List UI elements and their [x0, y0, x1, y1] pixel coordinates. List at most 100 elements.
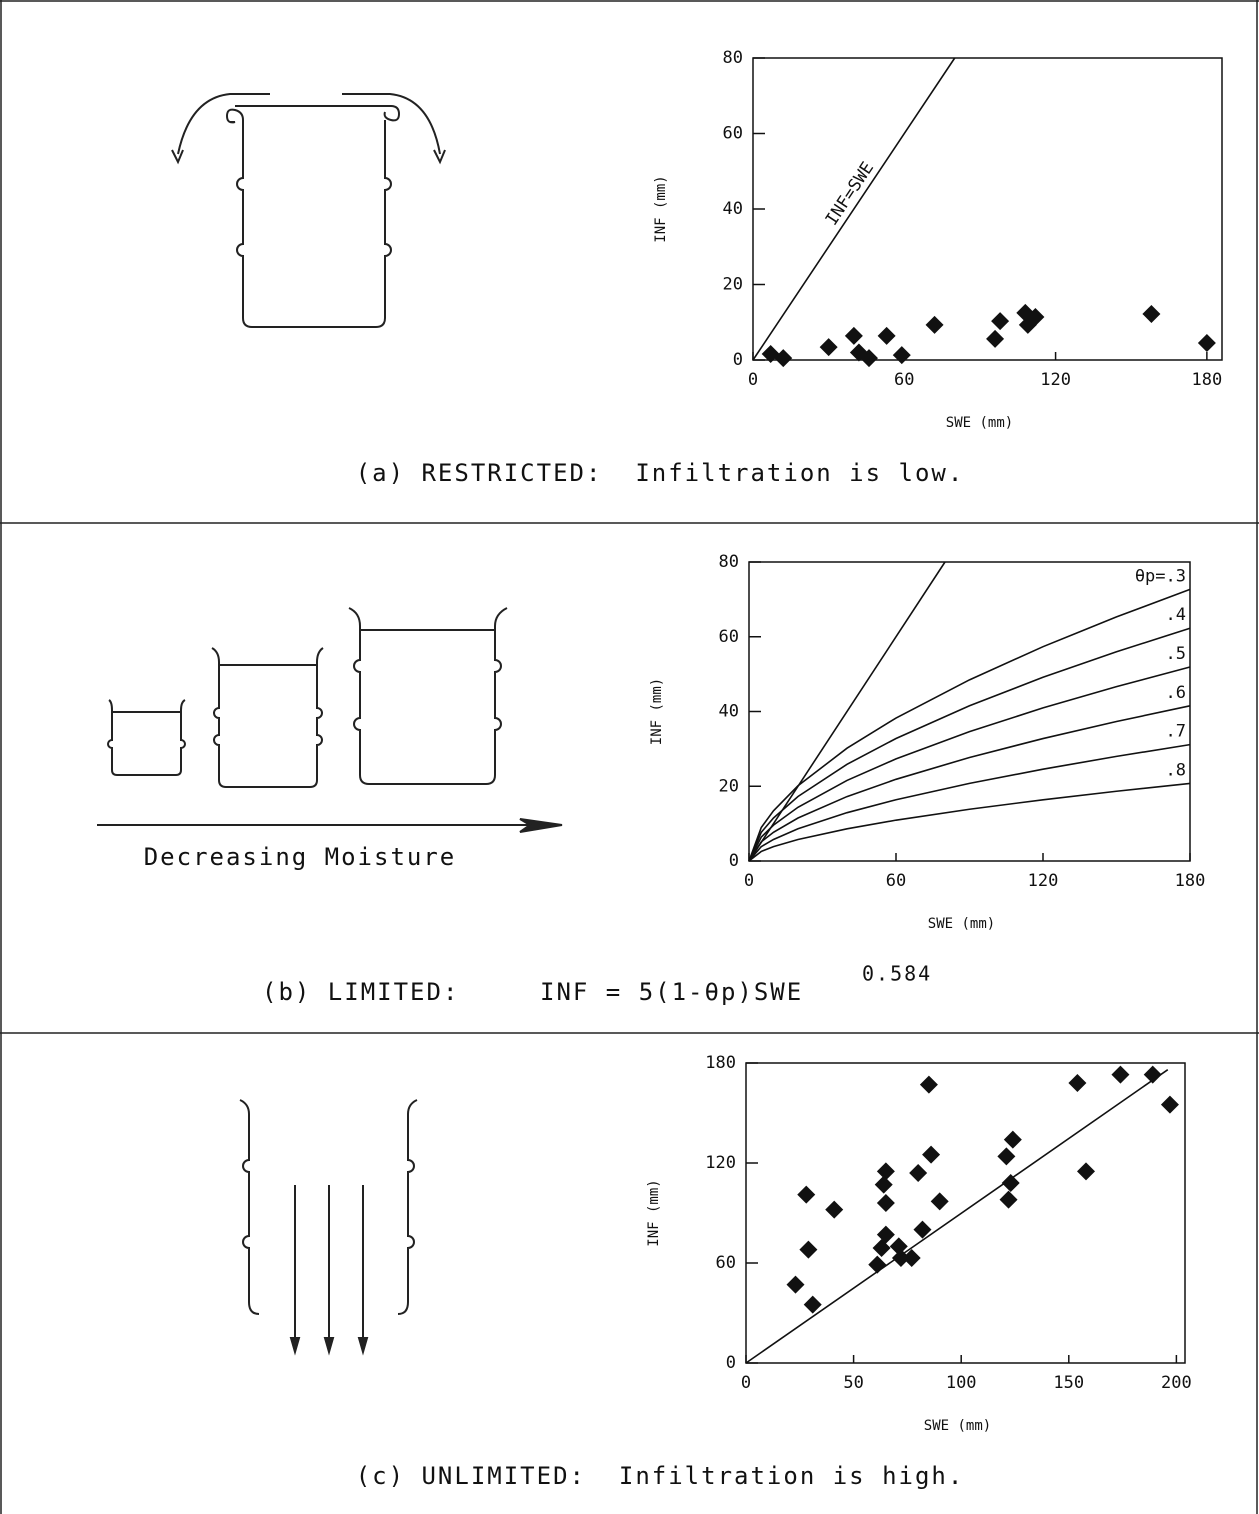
y-tick-label: 40: [723, 199, 743, 219]
y-tick-label: 180: [705, 1053, 736, 1073]
x-axis-label: SWE (mm): [924, 1418, 991, 1434]
line: [752, 57, 956, 361]
point: [892, 346, 911, 365]
line: [748, 666, 1191, 862]
x-tick-label: 150: [1053, 1373, 1084, 1393]
y-tick-label: 0: [726, 1353, 736, 1373]
diagram-label: Decreasing Moisture: [144, 843, 457, 871]
series-label: .4: [1166, 605, 1186, 625]
caption: (b) LIMITED:: [262, 978, 459, 1006]
series-label: .8: [1166, 760, 1186, 780]
y-tick-label: 80: [723, 48, 743, 68]
point: [797, 1185, 816, 1204]
point: [991, 312, 1010, 331]
point: [1160, 1095, 1179, 1114]
point: [1142, 304, 1161, 323]
point: [925, 315, 944, 334]
y-axis-label: INF (mm): [653, 175, 669, 242]
series-label: θp=.3: [1135, 566, 1186, 586]
y-tick-label: 0: [733, 350, 743, 370]
point: [799, 1240, 818, 1259]
x-tick-label: 200: [1161, 1373, 1192, 1393]
point: [876, 1225, 895, 1244]
point: [1143, 1065, 1162, 1084]
x-tick-label: 120: [1028, 871, 1059, 891]
line: [748, 627, 1191, 862]
caption: (c) UNLIMITED: Infiltration is high.: [356, 1462, 965, 1490]
x-tick-label: 180: [1192, 370, 1223, 390]
point: [919, 1075, 938, 1094]
point: [902, 1249, 921, 1267]
point: [877, 326, 896, 345]
plot-frame: [745, 1062, 1186, 1364]
point: [825, 1200, 844, 1219]
line: [748, 782, 1191, 862]
point: [803, 1295, 822, 1314]
line: [748, 743, 1191, 862]
series-label: .5: [1166, 644, 1186, 664]
unlimited-walls: [239, 1099, 418, 1356]
x-tick-label: 60: [886, 871, 906, 891]
point: [986, 329, 1005, 348]
x-tick-label: 60: [894, 370, 914, 390]
y-tick-label: 20: [719, 776, 739, 796]
point: [1197, 334, 1216, 353]
x-tick-label: 50: [843, 1373, 863, 1393]
line: [748, 561, 946, 862]
formula: INF = 5(1-θp)SWE: [540, 978, 803, 1006]
y-tick-label: 0: [729, 851, 739, 871]
series-label: .6: [1166, 683, 1186, 703]
y-tick-label: 80: [719, 552, 739, 572]
point: [1003, 1130, 1022, 1149]
point: [774, 349, 793, 368]
line: [748, 705, 1191, 862]
point: [997, 1147, 1016, 1166]
series-label: INF=SWE: [822, 159, 878, 230]
restricted-bucket: [171, 93, 446, 328]
y-tick-label: 120: [705, 1153, 736, 1173]
x-tick-label: 120: [1040, 370, 1071, 390]
point: [1077, 1162, 1096, 1181]
line: [748, 588, 1191, 862]
line: [745, 1069, 1169, 1364]
point: [872, 1239, 891, 1257]
point: [909, 1164, 928, 1182]
y-tick-label: 40: [719, 702, 739, 722]
point: [1026, 307, 1045, 326]
point: [844, 326, 863, 345]
point: [889, 1237, 908, 1256]
point: [930, 1192, 949, 1211]
point: [999, 1190, 1018, 1209]
x-axis-label: SWE (mm): [928, 916, 995, 932]
point: [819, 338, 838, 357]
formula-exponent: 0.584: [862, 962, 932, 986]
y-tick-label: 60: [723, 124, 743, 144]
point: [1111, 1065, 1130, 1084]
plot-frame: [748, 561, 1191, 862]
x-tick-label: 0: [741, 1373, 751, 1393]
y-tick-label: 60: [716, 1253, 736, 1273]
caption: (a) RESTRICTED: Infiltration is low.: [356, 459, 965, 487]
point: [1001, 1174, 1020, 1192]
point: [922, 1145, 941, 1164]
y-axis-label: INF (mm): [649, 678, 665, 745]
x-tick-label: 180: [1175, 871, 1206, 891]
x-tick-label: 0: [744, 871, 754, 891]
point: [891, 1249, 910, 1267]
moisture-buckets: [97, 607, 563, 833]
y-tick-label: 60: [719, 627, 739, 647]
point: [786, 1275, 805, 1294]
x-tick-label: 0: [748, 370, 758, 390]
point: [1068, 1074, 1087, 1092]
y-axis-label: INF (mm): [646, 1179, 662, 1246]
point: [859, 349, 878, 368]
point: [913, 1220, 932, 1239]
point: [876, 1194, 895, 1212]
x-tick-label: 100: [946, 1373, 977, 1393]
x-axis-label: SWE (mm): [946, 415, 1013, 431]
point: [874, 1175, 893, 1194]
y-tick-label: 20: [723, 275, 743, 295]
point: [876, 1162, 895, 1181]
